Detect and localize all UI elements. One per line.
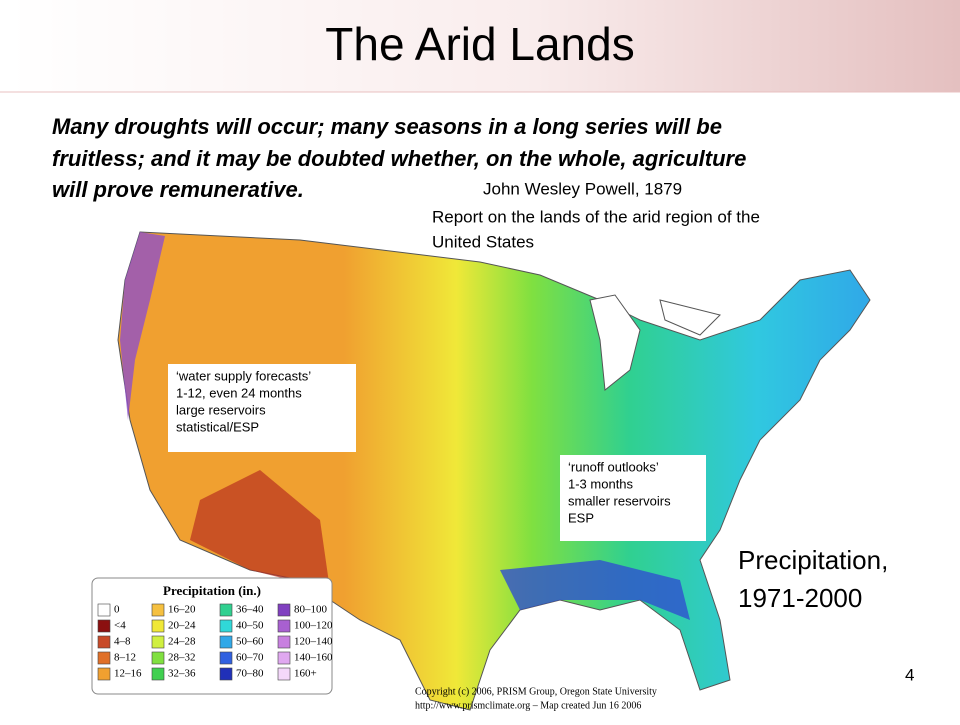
legend-swatch [277,635,291,649]
callout-line: 1-12, even 24 months [176,385,302,400]
callout-line: ‘water supply forecasts’ [176,368,311,383]
legend-label: 50–60 [236,636,264,648]
callouts: ‘water supply forecasts’ 1-12, even 24 mo… [168,364,706,541]
legend-swatch [219,667,233,681]
legend-label: 20–24 [168,620,196,632]
report-line: Report on the lands of the arid region o… [432,207,760,226]
callout-line: smaller reservoirs [568,493,671,508]
legend-label: 70–80 [236,668,264,680]
page-number: 4 [905,665,914,684]
desert [190,470,330,590]
callout-box [168,364,356,452]
legend-label: 60–70 [236,652,264,664]
legend-title: Precipitation (in.) [163,583,261,598]
legend-swatch [277,651,291,665]
quote-line: fruitless; and it may be doubted whether… [52,146,746,171]
legend-label: 32–36 [168,668,196,680]
legend-label: 36–40 [236,604,264,616]
lake-huron [659,299,721,336]
legend-label: 16–20 [168,604,196,616]
legend-label: 140–160 [294,652,333,664]
legend-label: <4 [114,620,126,632]
callout-box [560,455,706,541]
header-fade [0,0,960,92]
quote-line: will prove remunerative. [52,177,304,202]
legend-label: 160+ [294,668,317,680]
legend-swatch [219,651,233,665]
legend-label: 80–100 [294,604,328,616]
legend-swatch [219,635,233,649]
quote: Many droughts will occur; many seasons i… [52,114,746,202]
legend-label: 8–12 [114,652,136,664]
legend-swatch [219,619,233,633]
legend-swatch [151,667,165,681]
caption-line: 1971-2000 [738,583,862,613]
quote-line: Many droughts will occur; many seasons i… [52,114,722,139]
callout-line: 1-3 months [568,476,634,491]
legend-swatch [97,603,111,617]
legend-swatch [151,603,165,617]
title: The Arid Lands [325,18,634,70]
report-line: United States [432,232,534,251]
legend-label: 100–120 [294,620,333,632]
copyright-line: http://www.prismclimate.org – Map create… [415,700,641,711]
legend-swatch [151,619,165,633]
legend-label: 12–16 [114,668,142,680]
legend-swatch [277,619,291,633]
legend: 0 <4 4–8 8–12 12–16 16–20 20–24 24–28 28–32 32–36… [97,603,333,681]
legend-swatch [97,635,111,649]
callout-line: ‘runoff outlooks’ [568,459,659,474]
legend-label: 40–50 [236,620,264,632]
callout-line: ESP [568,510,594,525]
attribution: John Wesley Powell, 1879 [483,179,682,198]
copyright-line: Copyright (c) 2006, PRISM Group, Oregon … [415,686,657,697]
callout-line: statistical/ESP [176,419,259,434]
legend-swatch [277,667,291,681]
gulf-wet [500,560,690,620]
wet-coast [120,232,165,420]
legend-swatch [151,635,165,649]
map [117,231,871,711]
legend-label: 28–32 [168,652,196,664]
legend-label: 120–140 [294,636,333,648]
legend-label: 4–8 [114,636,131,648]
legend-swatch [97,651,111,665]
caption-line: Precipitation, [738,545,888,575]
legend-swatch [277,603,291,617]
legend-label: 24–28 [168,636,196,648]
callout-line: large reservoirs [176,402,266,417]
legend-swatch [97,667,111,681]
legend-swatch [151,651,165,665]
legend-swatch [97,619,111,633]
lake-michigan [589,294,641,391]
legend-swatch [219,603,233,617]
legend-label: 0 [114,604,120,616]
